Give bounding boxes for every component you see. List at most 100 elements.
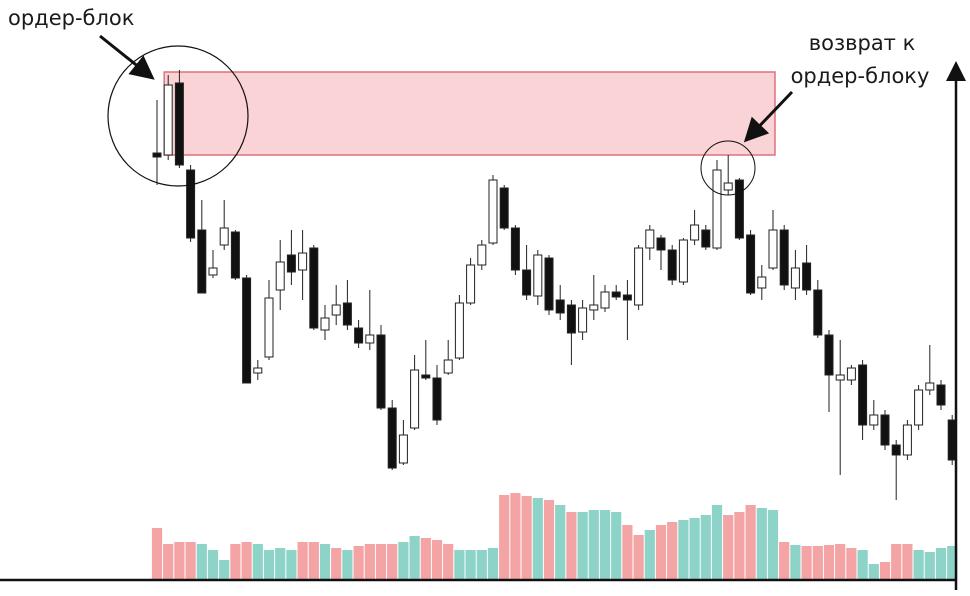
volume-bar (924, 552, 935, 580)
candle-body (645, 229, 655, 249)
volume-bar (857, 550, 868, 580)
candle-body (354, 327, 364, 344)
volume-bar (633, 535, 644, 580)
volume-bar (532, 498, 543, 580)
candle-body (309, 247, 319, 329)
annotation: возврат к (809, 31, 916, 55)
candle-body (275, 261, 285, 291)
candle-body (376, 334, 386, 409)
candle-layer (152, 70, 957, 500)
volume-bar (174, 542, 185, 580)
candle-body (152, 152, 162, 158)
volume-bar (207, 550, 219, 580)
volume-bar (823, 545, 835, 580)
volume-bar (555, 505, 566, 580)
volume-bar (947, 546, 958, 580)
volume-bar (689, 518, 700, 580)
volume-bar (263, 550, 275, 580)
candle-body (678, 239, 688, 283)
arrow (743, 90, 794, 143)
annotation: ордер-блоку (791, 64, 930, 88)
volume-bar (409, 536, 420, 580)
candle-body (779, 229, 789, 286)
volume-bar (510, 493, 521, 580)
candle-body (421, 374, 431, 379)
candle-body (600, 291, 610, 309)
volume-bar (185, 542, 196, 580)
candle-body (891, 444, 901, 456)
volume-bar (745, 505, 756, 580)
candle-body (365, 334, 375, 344)
candle-body (611, 291, 621, 298)
candle-body (790, 267, 800, 289)
volume-bar (431, 540, 443, 580)
volume-bar (465, 550, 476, 580)
volume-bar (387, 544, 398, 580)
volume-bar (286, 550, 297, 580)
volume-bar (543, 500, 555, 580)
candle-body (174, 82, 184, 166)
volume-bar (275, 548, 286, 580)
volume-bar (375, 544, 387, 580)
candle-body (634, 247, 644, 306)
volume-bar (308, 542, 319, 580)
candle-body (342, 302, 352, 326)
volume-bar (151, 528, 163, 580)
volume-bar (499, 495, 510, 580)
volume-bar (196, 544, 207, 580)
volume-bar (297, 542, 308, 580)
candle-body (410, 369, 420, 429)
volume-bar (566, 512, 577, 580)
volume-bar (364, 544, 375, 580)
volume-bar (398, 542, 409, 580)
candle-body (925, 382, 935, 391)
candle-body (936, 384, 946, 406)
candle-body (555, 299, 565, 314)
candle-body (320, 317, 330, 331)
candle-body (242, 277, 252, 384)
candle-body (197, 229, 207, 294)
candle-body (690, 224, 700, 241)
zone-layer (163, 71, 776, 156)
candle-body (208, 267, 218, 276)
volume-bar (420, 538, 431, 580)
candle-body (331, 304, 341, 316)
volume-bar (230, 544, 241, 580)
candle-body (768, 229, 778, 269)
order-block-zone (163, 71, 776, 156)
candle-body (802, 262, 812, 291)
candle-body (846, 367, 856, 381)
volume-bar (700, 515, 711, 580)
candle-body (253, 367, 263, 374)
candle-body (746, 234, 756, 294)
volume-bar (342, 550, 353, 580)
volume-bar (767, 510, 779, 580)
volume-bar (622, 525, 633, 580)
candle-body (544, 257, 554, 311)
candle-body (477, 244, 487, 266)
candle-body (578, 307, 588, 333)
volume-bar (678, 520, 689, 580)
candle-body (667, 249, 677, 281)
volume-bar (734, 512, 745, 580)
volume-bar (588, 510, 599, 580)
volume-bar (846, 548, 857, 580)
candle-body (712, 169, 722, 249)
candle-body (701, 229, 711, 248)
candle-body (230, 231, 240, 279)
volume-bar (801, 546, 812, 580)
candle-body (398, 434, 408, 464)
volume-bar (756, 508, 767, 580)
volume-bar (443, 544, 454, 580)
volume-bar (219, 560, 230, 580)
volume-bar (835, 544, 846, 580)
volume-layer (151, 493, 958, 580)
candle-body (757, 276, 767, 289)
volume-bar (879, 562, 891, 580)
candle-body (723, 182, 733, 191)
candle-body (443, 359, 453, 374)
candle-body (902, 424, 912, 456)
volume-bar (487, 548, 499, 580)
volume-bar (611, 512, 622, 580)
candle-body (522, 269, 532, 296)
